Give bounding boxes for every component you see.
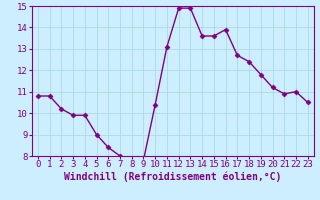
X-axis label: Windchill (Refroidissement éolien,°C): Windchill (Refroidissement éolien,°C) — [64, 172, 282, 182]
